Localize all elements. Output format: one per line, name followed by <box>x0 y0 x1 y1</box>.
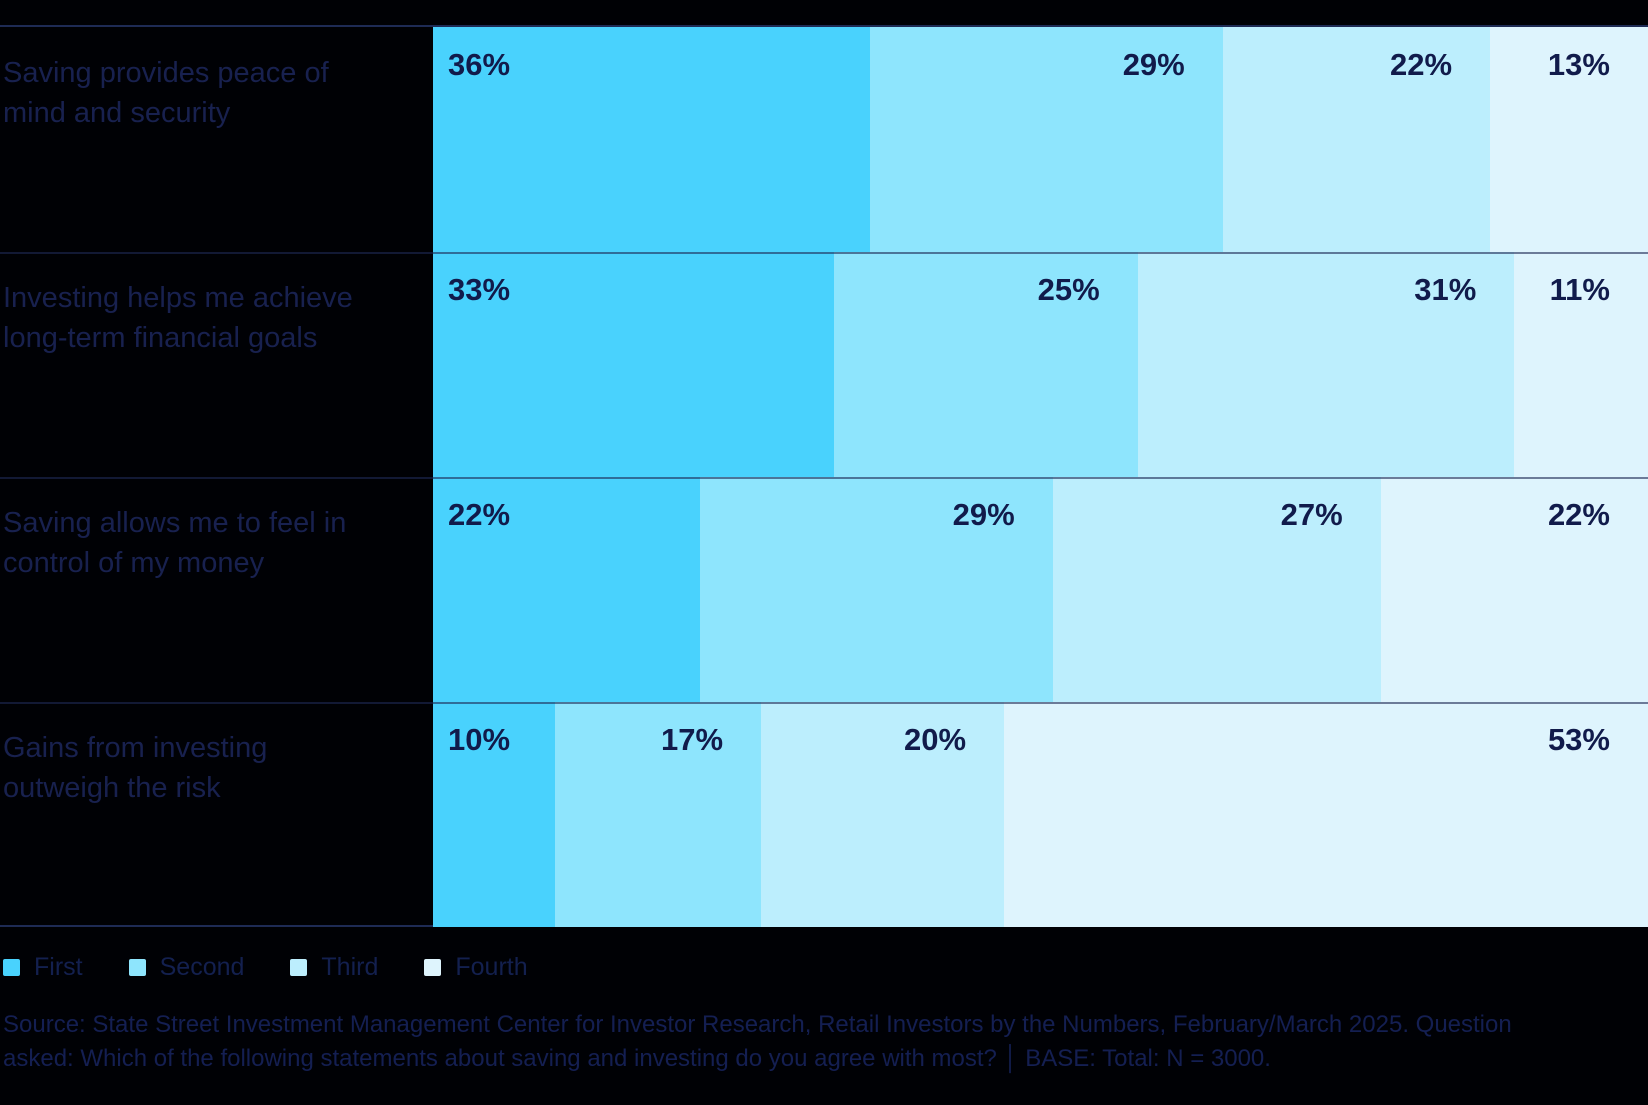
bar-segment-first: 10% <box>433 702 555 927</box>
legend-label: Second <box>159 953 245 981</box>
bar-segment-third: 27% <box>1052 477 1381 702</box>
legend-item-second: Second <box>128 953 245 982</box>
bar-segment-second: 17% <box>554 702 762 927</box>
bar-row: Investing helps me achieve long-term fin… <box>0 252 1648 477</box>
stacked-bar-chart: Saving provides peace of mind and securi… <box>0 25 1648 927</box>
category-label: Investing helps me achieve long-term fin… <box>3 282 353 354</box>
bar-track: 10% 17% 20% 53% <box>433 702 1648 927</box>
legend-swatch-icon <box>3 959 20 976</box>
legend-swatch-icon <box>128 959 146 976</box>
bar-segment-fourth: 13% <box>1490 27 1648 252</box>
bar-track: 33% 25% 31% 11% <box>433 252 1648 477</box>
bar-row: Gains from investing outweigh the risk 10… <box>0 702 1648 927</box>
bar-segment-third: 20% <box>761 702 1005 927</box>
category-label: Saving provides peace of mind and securi… <box>3 57 329 129</box>
bar-segment-fourth: 53% <box>1004 702 1648 927</box>
bar-segment-first: 33% <box>433 252 834 477</box>
bar-segment-third: 22% <box>1222 27 1491 252</box>
bar-track: 36% 29% 22% 13% <box>433 27 1648 252</box>
bar-segment-third: 31% <box>1137 252 1515 477</box>
bar-segment-second: 25% <box>833 252 1138 477</box>
label-column-bottom-line <box>0 925 433 927</box>
bar-segment-fourth: 22% <box>1380 477 1648 702</box>
bar-segment-second: 29% <box>700 477 1053 702</box>
source-line-2: asked: Which of the following statements… <box>3 1045 1271 1072</box>
bar-segment-first: 36% <box>433 27 871 252</box>
legend-label: Fourth <box>455 953 528 981</box>
source-line-1: Source: State Street Investment Manageme… <box>3 1011 1512 1038</box>
source-text: Source: State Street Investment Manageme… <box>3 1008 1563 1076</box>
bar-track: 22% 29% 27% 22% <box>433 477 1648 702</box>
legend-swatch-icon <box>424 959 442 976</box>
legend-item-fourth: Fourth <box>424 953 528 982</box>
bar-row: Saving allows me to feel in control of m… <box>0 477 1648 702</box>
bar-segment-fourth: 11% <box>1514 252 1648 477</box>
legend-swatch-icon <box>290 959 308 976</box>
legend-label: First <box>34 953 83 981</box>
bar-row: Saving provides peace of mind and securi… <box>0 27 1648 252</box>
category-label: Gains from investing outweigh the risk <box>3 732 268 804</box>
legend-item-third: Third <box>290 953 378 982</box>
legend-item-first: First <box>3 953 83 982</box>
bar-segment-first: 22% <box>433 477 701 702</box>
chart-legend: First Second Third Fourth <box>3 953 528 982</box>
category-label: Saving allows me to feel in control of m… <box>3 507 347 579</box>
bar-segment-second: 29% <box>870 27 1223 252</box>
legend-label: Third <box>321 953 379 981</box>
